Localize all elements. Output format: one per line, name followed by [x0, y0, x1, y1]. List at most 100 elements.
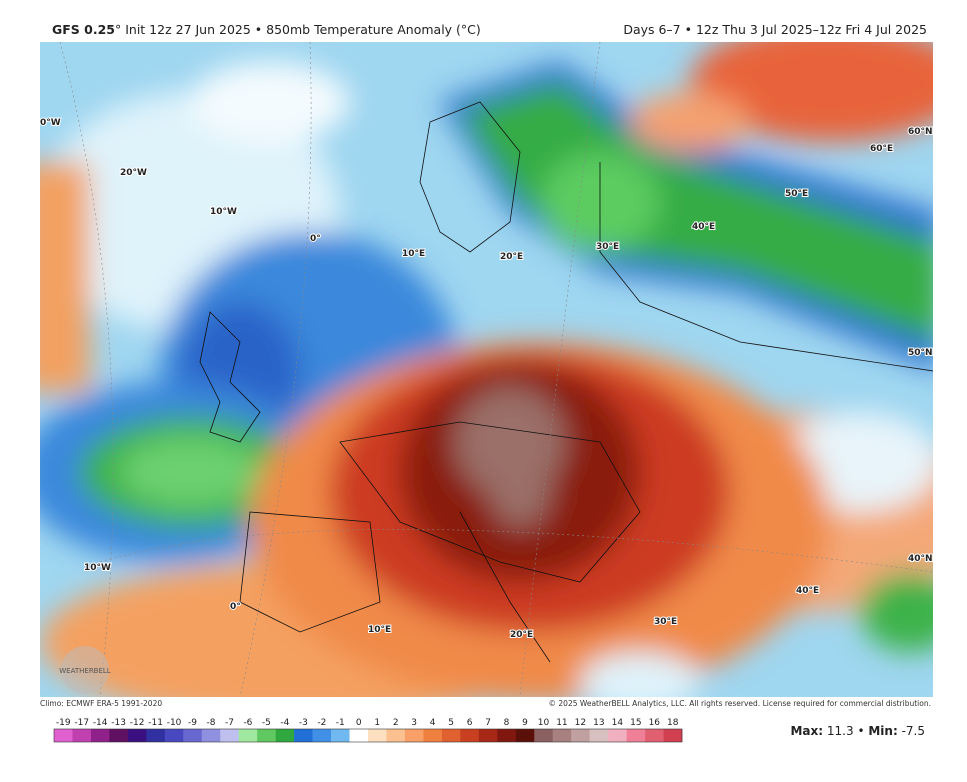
- separator: •: [857, 724, 865, 738]
- colorbar-swatch: [368, 729, 387, 742]
- max: 11.3: [826, 724, 854, 738]
- graticule-labels: 0°W 20°W 10°W 0° 10°E 20°E 30°E 40°E 50°E 60°E 60°…: [40, 117, 933, 641]
- colorbar-tick-label: -19: [56, 718, 71, 728]
- colorbar-tick-label: -4: [280, 718, 289, 728]
- colorbar-tick-label: 9: [522, 718, 528, 728]
- graticule-label: 10°E: [368, 625, 391, 635]
- graticule-label: 10°W: [84, 563, 111, 573]
- colorbar-tick-label: -2: [317, 718, 326, 728]
- colorbar-tick-label: -10: [167, 718, 182, 728]
- colorbar-swatch: [201, 729, 221, 742]
- graticule-label: 10°W: [210, 207, 237, 217]
- colorbar-tick-label: -5: [262, 718, 271, 728]
- map: WEATHERBELL 0°W 20°W 10°W 0° 10°E 20°E 30°E 40°…: [40, 42, 933, 697]
- colorbar-swatch: [183, 729, 203, 742]
- colorbar-swatch: [626, 729, 646, 742]
- graticule-label: 20°E: [510, 630, 533, 640]
- min: -7.5: [901, 724, 925, 738]
- colorbar-tick-label: -6: [243, 718, 252, 728]
- model: GFS 0.25: [52, 22, 115, 37]
- colorbar-tick-label: -14: [93, 718, 108, 728]
- colorbar-tick-label: 7: [485, 718, 491, 728]
- colorbar-tick-label: -11: [148, 718, 163, 728]
- colorbar-swatch: [441, 729, 461, 742]
- colorbar-swatch: [663, 729, 683, 742]
- colorbar-swatch: [552, 729, 572, 742]
- colorbar-swatch: [478, 729, 498, 742]
- colorbar-tick-label: -17: [74, 718, 89, 728]
- colorbar-swatch: [331, 729, 350, 742]
- colorbar-swatch: [404, 729, 424, 742]
- colorbar-tick-label: -13: [111, 718, 126, 728]
- logo: WEATHERBELL: [59, 667, 111, 675]
- colorbar-tick-label: 18: [667, 718, 679, 728]
- colorbar-tick-label: 11: [556, 718, 567, 728]
- colorbar-tick-label: 4: [430, 718, 436, 728]
- graticule-label: 60°N: [908, 127, 933, 137]
- subtitle: ° Init 12z 27 Jun 2025 • 850mb Temperatu…: [115, 22, 481, 37]
- colorbar-swatch: [423, 729, 443, 742]
- colorbar-tick-label: 8: [504, 718, 510, 728]
- colorbar: -19 -17 -14 -13 -12 -11 -10 -9 -8 -7 -6 -5 -4 -3 -2 -1 0…: [53, 718, 683, 743]
- colorbar-tick-label: -9: [188, 718, 197, 728]
- colorbar-swatch: [294, 729, 313, 742]
- graticule-label: 50°E: [785, 189, 808, 199]
- colorbar-swatch: [72, 729, 92, 742]
- max-min: Max: 11.3 • Min: -7.5: [790, 724, 925, 738]
- colorbar-swatch: [164, 729, 184, 742]
- colorbar-tick-label: 10: [538, 718, 550, 728]
- anomaly-field: WEATHERBELL: [40, 42, 933, 697]
- colorbar-tick-label: 2: [393, 718, 399, 728]
- colorbar-tick-label: 5: [448, 718, 454, 728]
- graticule-label: 20°W: [120, 168, 147, 178]
- colorbar-swatch: [275, 729, 295, 742]
- colorbar-swatch: [608, 729, 627, 742]
- header-left: GFS 0.25° Init 12z 27 Jun 2025 • 850mb T…: [52, 22, 481, 37]
- colorbar-swatch: [645, 729, 664, 742]
- colorbar-tick-label: 15: [630, 718, 641, 728]
- colorbar-tick-label: -1: [336, 718, 345, 728]
- colorbar-swatch: [515, 729, 535, 742]
- min-label: Min:: [868, 724, 898, 738]
- graticule-label: 0°: [230, 602, 241, 612]
- colorbar-tick-label: -12: [130, 718, 145, 728]
- graticule-label: 30°E: [596, 242, 619, 252]
- graticule-label: 60°E: [870, 144, 893, 154]
- colorbar-swatch: [589, 729, 609, 742]
- colorbar-swatch: [146, 729, 166, 742]
- colorbar-swatch: [349, 729, 369, 742]
- colorbar-swatch: [109, 729, 129, 742]
- graticule-label: 20°E: [500, 252, 523, 262]
- graticule-label: 10°E: [402, 249, 425, 259]
- colorbar-swatch: [220, 729, 240, 742]
- colorbar-swatch: [386, 729, 406, 742]
- colorbar-swatch: [257, 729, 276, 742]
- colorbar-swatch: [571, 729, 590, 742]
- colorbar-tick-label: 13: [593, 718, 604, 728]
- colorbar-swatch: [54, 729, 73, 742]
- colorbar-tick-label: 14: [612, 718, 624, 728]
- graticule-label: 40°N: [908, 554, 933, 564]
- graticule-label: 40°E: [796, 586, 819, 596]
- colorbar-tick-label: 1: [374, 718, 380, 728]
- colorbar-swatch: [497, 729, 517, 742]
- graticule-label: 40°E: [692, 222, 715, 232]
- colorbar-swatch: [127, 729, 147, 742]
- colorbar-frame: [53, 728, 683, 743]
- colorbar-tick-label: 0: [356, 718, 362, 728]
- colorbar-tick-label: 6: [467, 718, 473, 728]
- climo-note: Climo: ECMWF ERA-5 1991-2020: [40, 699, 163, 708]
- graticule-label: 30°E: [654, 617, 677, 627]
- colorbar-swatch: [238, 729, 258, 742]
- colorbar-tick-label: 16: [649, 718, 661, 728]
- colorbar-tick-label: -8: [207, 718, 216, 728]
- colorbar-tick-label: -3: [299, 718, 308, 728]
- colorbar-tick-label: 12: [575, 718, 586, 728]
- graticule-label: 50°N: [908, 348, 933, 358]
- colorbar-swatch: [90, 729, 110, 742]
- copyright: © 2025 WeatherBELL Analytics, LLC. All r…: [548, 699, 931, 708]
- colorbar-swatch: [460, 729, 480, 742]
- colorbar-swatch: [534, 729, 554, 742]
